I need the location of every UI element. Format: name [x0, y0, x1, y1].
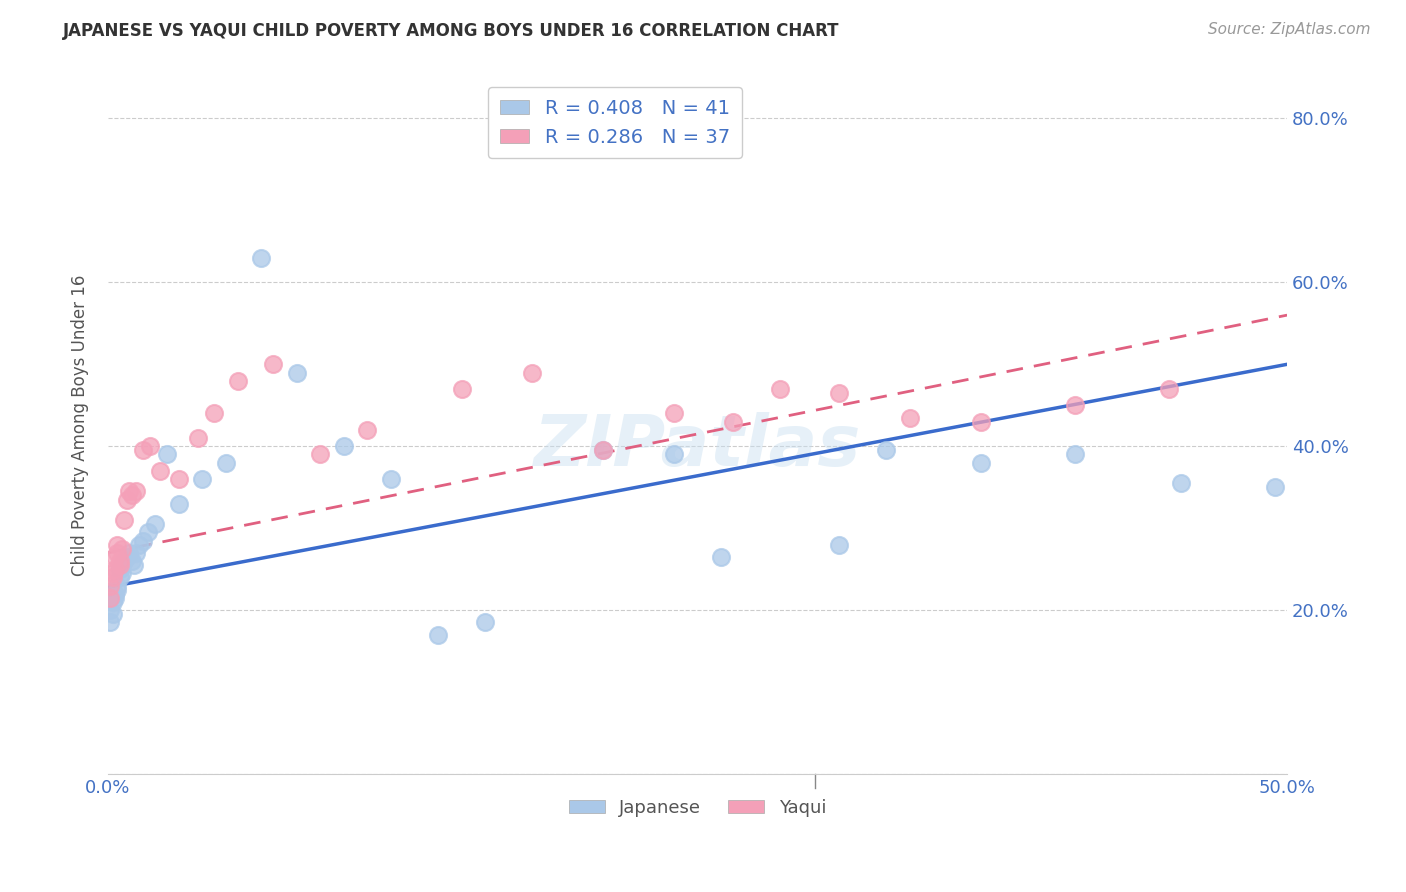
Point [114, 554, 136, 568]
Point [156, 447, 179, 461]
Point [149, 464, 172, 478]
Point [1159, 382, 1181, 396]
Point [356, 423, 378, 437]
Point [98, 603, 121, 617]
Y-axis label: Child Poverty Among Boys Under 16: Child Poverty Among Boys Under 16 [72, 275, 89, 576]
Point [108, 558, 131, 573]
Point [828, 386, 851, 401]
Point [592, 443, 614, 458]
Point [333, 439, 356, 453]
Point [101, 570, 124, 584]
Point [139, 439, 162, 453]
Point [132, 533, 155, 548]
Point [132, 443, 155, 458]
Point [111, 558, 134, 573]
Point [107, 546, 129, 560]
Point [111, 566, 134, 581]
Point [828, 538, 851, 552]
Point [125, 484, 148, 499]
Point [898, 410, 921, 425]
Point [450, 382, 472, 396]
Point [474, 615, 496, 630]
Point [104, 549, 127, 564]
Point [98, 591, 121, 605]
Point [108, 562, 131, 576]
Point [427, 628, 450, 642]
Point [875, 443, 897, 458]
Point [1063, 447, 1085, 461]
Point [111, 541, 134, 556]
Text: Source: ZipAtlas.com: Source: ZipAtlas.com [1208, 22, 1371, 37]
Point [202, 407, 225, 421]
Point [285, 366, 308, 380]
Point [122, 558, 145, 573]
Point [187, 431, 209, 445]
Text: JAPANESE VS YAQUI CHILD POVERTY AMONG BOYS UNDER 16 CORRELATION CHART: JAPANESE VS YAQUI CHILD POVERTY AMONG BO… [63, 22, 839, 40]
Point [136, 525, 159, 540]
Point [108, 570, 131, 584]
Text: ZIPatlas: ZIPatlas [534, 412, 862, 481]
Point [1063, 398, 1085, 412]
Point [969, 415, 991, 429]
Point [118, 484, 141, 499]
Point [250, 251, 273, 265]
Point [98, 615, 121, 630]
Point [167, 497, 190, 511]
Point [121, 554, 143, 568]
Point [101, 595, 124, 609]
Point [143, 517, 166, 532]
Point [121, 488, 143, 502]
Point [114, 513, 136, 527]
Point [115, 549, 138, 564]
Point [226, 374, 249, 388]
Point [721, 415, 744, 429]
Point [125, 546, 148, 560]
Point [104, 591, 127, 605]
Point [1170, 476, 1192, 491]
Point [262, 357, 284, 371]
Point [662, 447, 685, 461]
Legend: Japanese, Yaqui: Japanese, Yaqui [561, 792, 834, 824]
Point [710, 549, 733, 564]
Point [215, 456, 238, 470]
Point [128, 538, 150, 552]
Point [522, 366, 544, 380]
Point [592, 443, 614, 458]
Point [167, 472, 190, 486]
Point [769, 382, 792, 396]
Point [380, 472, 402, 486]
Point [107, 538, 129, 552]
Point [115, 492, 138, 507]
Point [104, 587, 127, 601]
Point [309, 447, 332, 461]
Point [98, 579, 121, 593]
Point [662, 407, 685, 421]
Point [969, 456, 991, 470]
Point [107, 579, 129, 593]
Point [118, 546, 141, 560]
Point [104, 562, 127, 576]
Point [191, 472, 214, 486]
Point [101, 607, 124, 622]
Point [1264, 480, 1286, 494]
Point [107, 582, 129, 597]
Point [108, 554, 131, 568]
Point [101, 566, 124, 581]
